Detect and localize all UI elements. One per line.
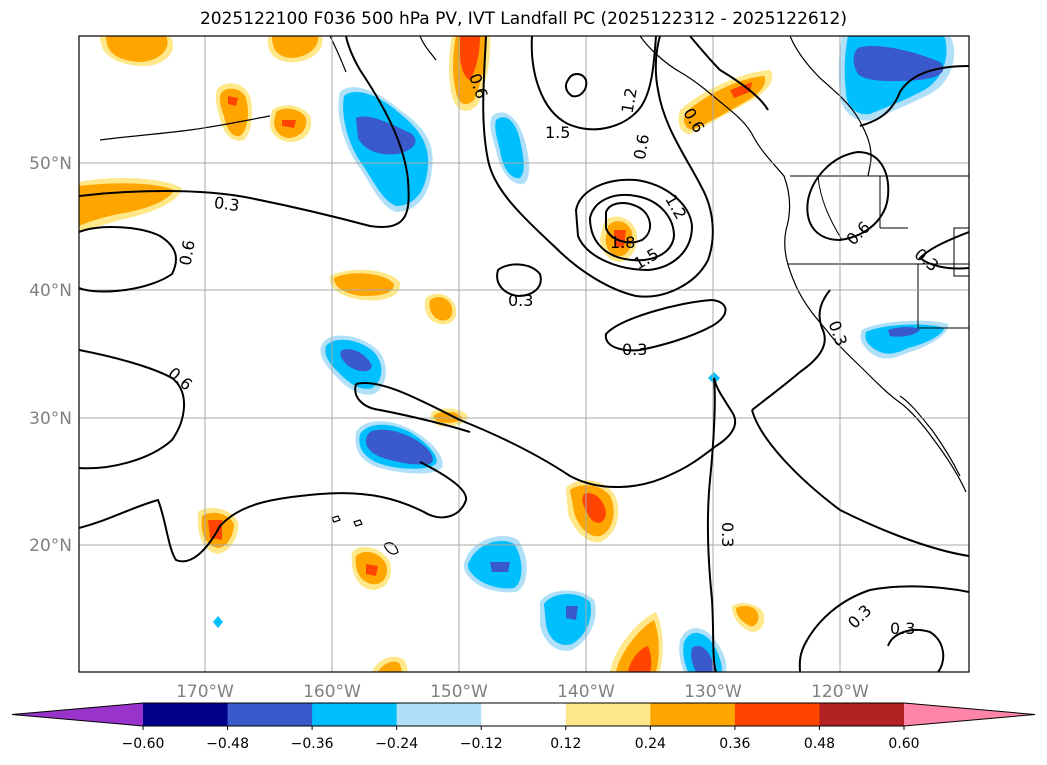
lon-labels: 170°W 160°W 150°W 140°W 130°W 120°W	[176, 682, 869, 702]
lat-labels: 50°N 40°N 30°N 20°N	[29, 154, 72, 556]
contour-label: 0.3	[508, 291, 533, 310]
lon-label: 150°W	[430, 682, 488, 702]
gridlines	[79, 36, 969, 672]
contour-label: 1.2	[618, 86, 641, 114]
colorbar-tick-label: −0.60	[122, 736, 165, 752]
colorbar-tick-label: −0.36	[291, 736, 334, 752]
coastlines	[99, 36, 967, 555]
contour-label: 0.3	[213, 193, 241, 215]
map-border	[78, 35, 970, 673]
colorbar-tick-label: −0.12	[460, 736, 503, 752]
colorbar-segment	[12, 703, 143, 726]
colorbar-segment	[819, 703, 905, 726]
colorbar-segment	[565, 703, 651, 726]
lat-label: 50°N	[29, 154, 72, 174]
lat-label: 30°N	[29, 409, 72, 429]
colorbar-segment	[734, 703, 820, 726]
colorbar-segment	[396, 703, 482, 726]
colorbar-segment	[227, 703, 313, 726]
contour-label: 1.5	[545, 123, 570, 142]
colorbar-tick-label: −0.24	[375, 736, 418, 752]
map-panel: 0.3 0.6 0.6 0.3 0.3 1.5 1.2 0.6 0.6 1.2 …	[79, 36, 969, 672]
lon-label: 120°W	[811, 682, 869, 702]
lat-label: 20°N	[29, 536, 72, 556]
lat-label: 40°N	[29, 281, 72, 301]
colorbar-segment	[904, 703, 1035, 726]
contour-label: 0.3	[622, 340, 647, 359]
negative-anomaly	[213, 36, 955, 672]
colorbar-segment	[312, 703, 398, 726]
lon-label: 140°W	[557, 682, 615, 702]
colorbar-tick-label: 0.36	[719, 736, 750, 752]
lon-label: 130°W	[684, 682, 742, 702]
contour-label: 0.3	[718, 522, 737, 547]
colorbar-tick-label: 0.48	[804, 736, 835, 752]
colorbar-segment	[143, 703, 229, 726]
colorbar-segment	[481, 703, 567, 726]
colorbar-tick-label: 0.12	[550, 736, 581, 752]
contour-label: 0.6	[630, 133, 653, 161]
colorbar-tick-label: 0.24	[635, 736, 666, 752]
colorbar-tick-label: 0.60	[888, 736, 919, 752]
contour-label: 0.6	[176, 239, 199, 267]
contour-label: 0.3	[890, 619, 915, 638]
colorbar: −0.60 −0.48 −0.36 −0.24 −0.12 0.12 0.24 0.36 0.4…	[11, 702, 1036, 752]
colorbar-segment	[650, 703, 736, 726]
state-borders	[788, 175, 969, 329]
lon-label: 160°W	[303, 682, 361, 702]
lon-label: 170°W	[176, 682, 234, 702]
contour-label: 1.8	[610, 233, 635, 252]
colorbar-tick-label: −0.48	[206, 736, 249, 752]
ivt-contours	[79, 36, 969, 672]
map-title: 2025122100 F036 500 hPa PV, IVT Landfall…	[199, 9, 847, 29]
